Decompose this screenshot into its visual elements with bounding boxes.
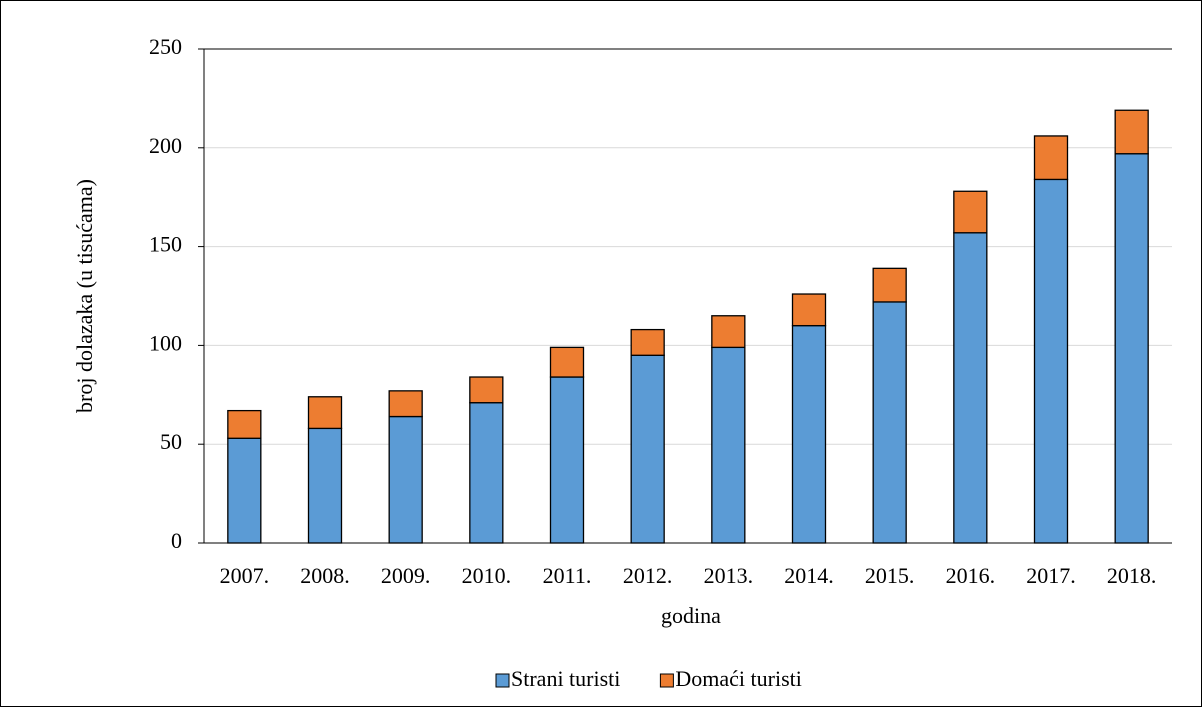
bar-segment (227, 437, 262, 544)
bar-segment (227, 409, 262, 439)
bar-segment (953, 232, 988, 544)
bar-segment (549, 376, 585, 544)
bar-segment (630, 354, 665, 544)
bar-segment (307, 427, 343, 544)
bar-segment (388, 415, 423, 544)
bar-segment (1114, 153, 1149, 544)
bar-segment (630, 328, 665, 356)
x-tick-label: 2014. (784, 563, 834, 588)
bar-segment (469, 402, 504, 544)
legend-swatch (495, 673, 510, 688)
bar-segment (549, 346, 585, 378)
bar-segment (953, 190, 988, 234)
x-tick-label: 2012. (623, 563, 673, 588)
bar-segment (1033, 178, 1069, 544)
y-tick-label: 250 (149, 34, 182, 59)
legend-label: Domaći turisti (675, 666, 801, 691)
bar-segment (1114, 109, 1149, 155)
bar-segment (1033, 135, 1069, 181)
x-tick-label: 2016. (946, 563, 996, 588)
x-tick-label: 2008. (300, 563, 350, 588)
bar-segment (872, 301, 907, 544)
y-tick-label: 100 (149, 330, 182, 355)
x-tick-label: 2010. (462, 563, 512, 588)
y-tick-label: 0 (171, 528, 182, 553)
x-tick-label: 2017. (1026, 563, 1076, 588)
y-tick-label: 150 (149, 232, 182, 257)
bar-segment (711, 346, 746, 544)
bar-segment (791, 293, 827, 327)
x-tick-label: 2013. (704, 563, 754, 588)
y-tick-label: 50 (160, 429, 182, 454)
x-axis-label: godina (661, 603, 721, 628)
bar-segment (791, 324, 827, 544)
bar-segment (307, 396, 343, 430)
legend-label: Strani turisti (511, 666, 620, 691)
x-tick-label: 2018. (1107, 563, 1157, 588)
bar-segment (388, 390, 423, 418)
bar-segment (711, 315, 746, 349)
y-tick-label: 200 (149, 133, 182, 158)
x-tick-label: 2007. (220, 563, 270, 588)
x-tick-label: 2009. (381, 563, 431, 588)
y-axis-label: broj dolazaka (u tisućama) (72, 179, 97, 413)
legend-swatch (659, 673, 674, 688)
x-tick-label: 2015. (865, 563, 915, 588)
bar-segment (469, 376, 504, 404)
x-tick-label: 2011. (543, 563, 592, 588)
bar-segment (872, 267, 907, 303)
